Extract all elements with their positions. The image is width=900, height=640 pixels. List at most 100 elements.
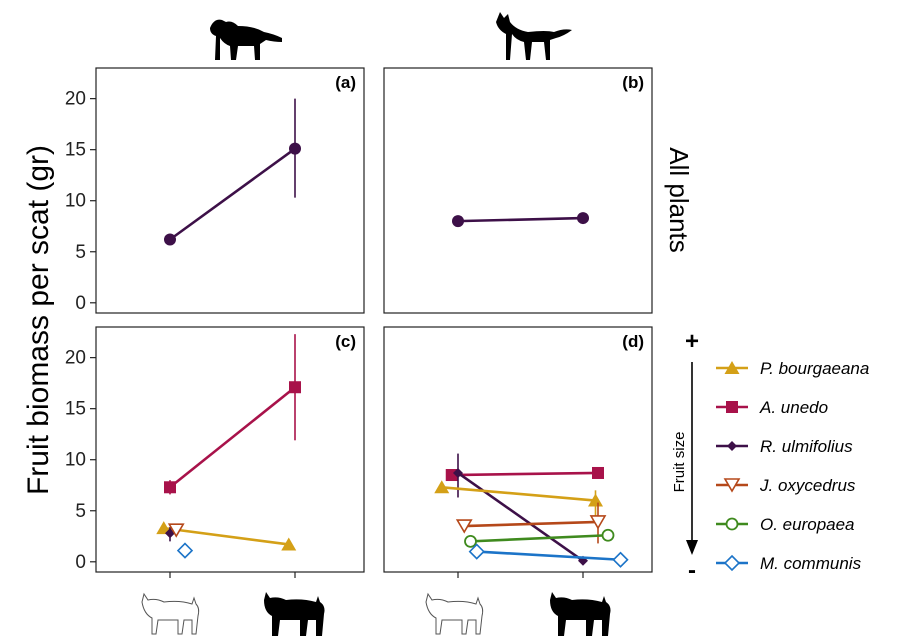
data-point-shape (577, 212, 589, 225)
data-point-shape (164, 481, 176, 494)
data-point-shape (167, 523, 185, 538)
series-m-communis (176, 542, 194, 559)
data-point (468, 543, 485, 560)
lynx-outline-icon (425, 592, 484, 635)
legend-item: M. communis (716, 554, 862, 573)
legend-label: M. communis (760, 554, 862, 573)
legend-marker-shape (723, 554, 741, 572)
data-point-shape (281, 537, 297, 551)
data-point (164, 233, 176, 246)
y-tick-label: 5 (75, 242, 86, 263)
series-all-plants (452, 212, 589, 228)
data-point-shape (464, 534, 477, 548)
legend-marker-shape (727, 441, 737, 451)
legend-marker-shape (726, 401, 738, 413)
marten-silhouette-icon (210, 19, 282, 60)
legend-item: P. bourgaeana (716, 359, 869, 378)
fruit-size-label: Fruit size (671, 432, 688, 493)
data-point-shape (289, 381, 301, 394)
fruit-size-arrow: + - Fruit size (671, 328, 699, 584)
legend: P. bourgaeana A. unedo R. ulmifolius J. oxy… (716, 359, 869, 573)
data-point (612, 551, 629, 568)
panel-tag: (a) (335, 73, 356, 92)
legend-marker (723, 478, 741, 493)
fox-silhouette-icon (496, 12, 572, 60)
series-o-europaea (464, 528, 615, 548)
series-a-unedo (164, 334, 301, 495)
data-point-shape (289, 142, 301, 155)
legend-label: O. europaea (760, 515, 855, 534)
series-p-bourgaeana (434, 480, 603, 516)
data-point-shape (589, 515, 607, 530)
legend-item: J. oxycedrus (716, 476, 856, 495)
fruit-size-plus: + (685, 328, 699, 355)
data-point-shape (434, 480, 450, 494)
fruit-size-minus: - (688, 557, 696, 584)
series-line (476, 550, 621, 562)
data-point-shape (455, 519, 473, 534)
series-line (451, 471, 599, 477)
data-point-shape (468, 543, 485, 560)
lynx-silhouette-icon (264, 592, 325, 636)
series-line (470, 533, 609, 543)
series-all-plants (164, 98, 301, 246)
panel-frame (95, 326, 365, 573)
legend-marker-shape (723, 478, 741, 493)
data-point (455, 519, 473, 534)
panel-tag: (c) (335, 332, 356, 351)
legend-item: R. ulmifolius (716, 437, 853, 456)
data-point (577, 212, 589, 225)
series-line (163, 526, 289, 546)
legend-marker-shape (724, 361, 740, 374)
y-tick-label: 0 (75, 552, 86, 573)
series-m-communis (468, 543, 629, 568)
legend-marker (725, 517, 739, 531)
series-j-oxycedrus (167, 523, 185, 538)
data-point (164, 481, 176, 494)
data-point (167, 523, 185, 538)
data-point-shape (601, 528, 615, 542)
data-point-shape (452, 215, 464, 228)
y-axis-title: Fruit biomass per scat (gr) (22, 145, 55, 495)
data-point (453, 467, 463, 478)
legend-item: O. europaea (716, 515, 855, 534)
data-point (452, 215, 464, 228)
data-point (281, 537, 297, 551)
lynx-silhouette-icon (550, 592, 611, 636)
legend-marker-shape (725, 517, 739, 531)
data-point (601, 528, 615, 542)
data-point-shape (176, 542, 194, 559)
y-tick-label: 5 (75, 501, 86, 522)
legend-label: A. unedo (759, 398, 828, 417)
data-point-shape (612, 551, 629, 568)
series-line (464, 520, 599, 528)
series-line (169, 386, 296, 489)
legend-label: J. oxycedrus (759, 476, 856, 495)
legend-marker (724, 361, 740, 374)
data-point (434, 480, 450, 494)
series-line (457, 471, 584, 562)
panel-b: (b) (383, 67, 653, 314)
series-line (441, 485, 596, 502)
legend-label: R. ulmifolius (760, 437, 853, 456)
y-tick-label: 10 (65, 191, 86, 212)
legend-marker (726, 401, 738, 413)
data-point-shape (588, 493, 603, 507)
data-point-shape (453, 467, 463, 478)
legend-marker (727, 441, 737, 451)
data-point (289, 381, 301, 394)
legend-label: P. bourgaeana (760, 359, 869, 378)
data-point (589, 515, 607, 530)
y-tick-label: 15 (65, 140, 86, 161)
data-point-shape (164, 233, 176, 246)
panel-frame (383, 67, 653, 314)
legend-item: A. unedo (716, 398, 828, 417)
panel-frame (95, 67, 365, 314)
y-tick-label: 0 (75, 293, 86, 314)
row-label-all-plants: All plants (664, 147, 694, 253)
data-point (588, 493, 603, 507)
series-line (457, 216, 584, 223)
y-tick-label: 20 (65, 348, 86, 369)
data-point-shape (592, 466, 604, 479)
